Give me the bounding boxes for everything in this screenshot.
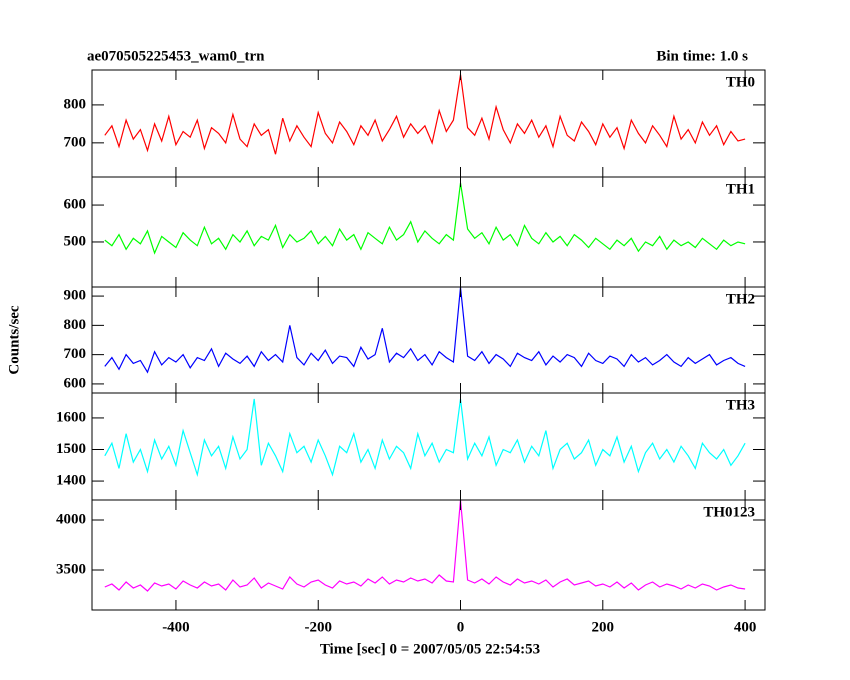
bin-time: Bin time: 1.0 s: [656, 48, 748, 64]
x-tick-label: -400: [162, 619, 190, 635]
x-tick-label: 0: [457, 619, 465, 635]
light-curve: [104, 499, 746, 592]
y-tick-label: 3500: [56, 561, 86, 577]
y-tick-label: 700: [64, 134, 87, 150]
y-tick-label: 700: [64, 346, 87, 362]
y-tick-label: 1400: [56, 472, 86, 488]
panel-frame: [91, 392, 766, 501]
light-curve: [104, 287, 746, 374]
y-tick-label: 800: [64, 96, 87, 112]
x-tick-label: 400: [734, 619, 757, 635]
x-tick-label: -200: [304, 619, 332, 635]
panel-label: TH0: [726, 74, 755, 90]
x-tick-label: 200: [592, 619, 615, 635]
y-tick-label: 4000: [56, 511, 86, 527]
panel-frame: [91, 69, 766, 178]
y-tick-label: 1600: [56, 409, 86, 425]
panel-label: TH3: [726, 397, 755, 413]
y-tick-label: 600: [64, 196, 87, 212]
panel-frame: [91, 499, 766, 611]
panel-frame: [91, 176, 766, 288]
panel-label: TH1: [726, 181, 755, 197]
y-axis-label: Counts/sec: [6, 305, 22, 375]
light-curve: [104, 398, 746, 478]
light-curve: [104, 74, 746, 155]
panel-frame: [91, 286, 766, 394]
light-curve: [104, 182, 746, 255]
panel-label: TH2: [726, 291, 755, 307]
y-tick-label: 600: [64, 375, 87, 391]
y-tick-label: 900: [64, 288, 87, 304]
chart-title: ae070505225453_wam0_trn: [87, 48, 265, 64]
panel-label: TH0123: [703, 504, 755, 520]
y-tick-label: 500: [64, 233, 87, 249]
y-tick-label: 800: [64, 317, 87, 333]
y-tick-label: 1500: [56, 441, 86, 457]
x-axis-label: Time [sec] 0 = 2007/05/05 22:54:53: [320, 641, 540, 657]
